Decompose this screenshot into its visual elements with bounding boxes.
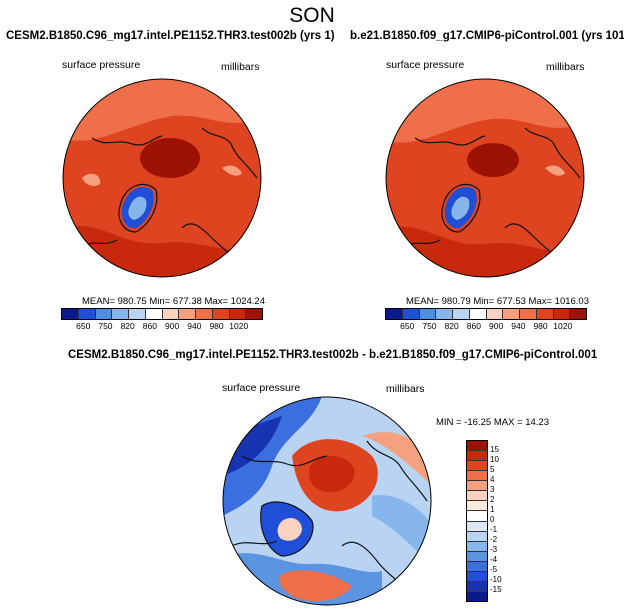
colorbar-swatch — [62, 309, 79, 319]
diff-panel-title: CESM2.B1850.C96_mg17.intel.PE1152.THR3.t… — [68, 349, 598, 361]
colorbar-tick-label: 1020 — [553, 321, 573, 331]
colorbar-tick-label: 940 — [187, 321, 202, 331]
diff-colorbar-swatch — [467, 521, 487, 532]
colorbar-tick-label: 980 — [533, 321, 548, 331]
colorbar-swatch — [78, 309, 96, 319]
colorbar-tick-label: 750 — [98, 321, 113, 331]
diff-polar-map — [222, 396, 432, 606]
diff-colorbar-swatch — [467, 531, 487, 542]
diff-colorbar-swatch — [467, 571, 487, 582]
diff-colorbar-swatch — [467, 591, 487, 601]
colorbar-swatch — [402, 309, 420, 319]
colorbar-tick-label: 860 — [466, 321, 481, 331]
colorbar-tick-label: 650 — [76, 321, 91, 331]
diff-colorbar-swatch — [467, 451, 487, 462]
diff-colorbar-tick-label: 0 — [490, 515, 495, 524]
colorbar-swatch — [129, 309, 146, 319]
colorbar-tick-label: 860 — [142, 321, 157, 331]
diff-colorbar-tick-label: -4 — [490, 555, 498, 564]
panel-2-polar-map — [385, 78, 585, 278]
colorbar-swatch — [229, 309, 247, 319]
diff-panel-units-label: millibars — [386, 383, 425, 395]
diff-colorbar-tick-label: -5 — [490, 565, 498, 574]
colorbar-swatch — [570, 309, 586, 319]
diff-colorbar-tick-label: 5 — [490, 465, 495, 474]
diff-colorbar-swatch — [467, 561, 487, 572]
diff-colorbar-tick-label: 2 — [490, 495, 495, 504]
diff-colorbar-swatch — [467, 501, 487, 512]
panel-2-colorbar — [385, 308, 587, 320]
colorbar-tick-label: 820 — [444, 321, 459, 331]
diff-colorbar-swatch — [467, 511, 487, 522]
colorbar-swatch — [386, 309, 403, 319]
diff-colorbar-tick-label: -1 — [490, 525, 498, 534]
colorbar-swatch — [469, 309, 487, 319]
colorbar-tick-label: 750 — [422, 321, 437, 331]
diff-colorbar-tick-label: 1 — [490, 505, 495, 514]
diff-colorbar-swatch — [467, 541, 487, 552]
colorbar-tick-label: 980 — [209, 321, 224, 331]
diff-colorbar-tick-label: -3 — [490, 545, 498, 554]
diff-colorbar-tick-label: -10 — [490, 575, 502, 584]
diff-panel-stats: MIN = -16.25 MAX = 14.23 — [436, 417, 550, 428]
panel-1-units-label: millibars — [221, 61, 260, 73]
diff-colorbar-swatch — [467, 471, 487, 482]
panel-1-stats: MEAN= 980.75 Min= 677.38 Max= 1024.24 — [82, 296, 265, 307]
diff-colorbar-swatch — [467, 491, 487, 502]
diff-colorbar-tick-label: 10 — [490, 455, 499, 464]
colorbar-tick-label: 940 — [511, 321, 526, 331]
diff-colorbar-swatch — [467, 441, 487, 452]
colorbar-swatch — [503, 309, 520, 319]
panel-1-variable-label: surface pressure — [62, 59, 141, 71]
panel-2-units-label: millibars — [546, 61, 585, 73]
colorbar-tick-label: 820 — [120, 321, 135, 331]
colorbar-swatch — [162, 309, 180, 319]
panel-2-title: b.e21.B1850.f09_g17.CMIP6-piControl.001 … — [350, 30, 624, 42]
colorbar-swatch — [145, 309, 163, 319]
diff-colorbar-swatch — [467, 461, 487, 472]
colorbar-swatch — [246, 309, 262, 319]
diff-colorbar-tick-label: 15 — [490, 445, 499, 454]
diff-positive-anomaly-south — [279, 570, 352, 602]
colorbar-tick-label: 900 — [165, 321, 180, 331]
diff-coastlines — [231, 440, 428, 593]
panel-1-colorbar — [61, 308, 263, 320]
colorbar-swatch — [520, 309, 537, 319]
colorbar-swatch — [486, 309, 504, 319]
panel-2-stats: MEAN= 980.79 Min= 677.53 Max= 1016.03 — [406, 296, 589, 307]
colorbar-swatch — [419, 309, 437, 319]
diff-colorbar-labels: 15 10 5 4 3 2 1 0 -1 -2 -3 -4 -5 -10 -15 — [490, 440, 530, 600]
diff-colorbar-tick-label: -15 — [490, 585, 502, 594]
panel-2-high-pressure-center — [467, 143, 519, 177]
panel-2-variable-label: surface pressure — [386, 59, 465, 71]
diff-colorbar-swatch — [467, 481, 487, 492]
colorbar-swatch — [196, 309, 213, 319]
colorbar-swatch — [553, 309, 571, 319]
panel-1-high-pressure-center — [140, 138, 200, 178]
colorbar-swatch — [536, 309, 554, 319]
panel-1-title: CESM2.B1850.C96_mg17.intel.PE1152.THR3.t… — [6, 30, 335, 42]
diff-colorbar-tick-label: 4 — [490, 475, 495, 484]
colorbar-swatch — [436, 309, 453, 319]
colorbar-swatch — [95, 309, 113, 319]
diff-colorbar — [466, 440, 488, 602]
panel-2-colorbar-labels: 650 750 820 860 900 940 980 1020 — [385, 321, 585, 333]
colorbar-tick-label: 900 — [489, 321, 504, 331]
colorbar-tick-label: 1020 — [229, 321, 249, 331]
season-title: SON — [289, 4, 335, 27]
diff-colorbar-swatch — [467, 551, 487, 562]
diff-panel-variable-label: surface pressure — [222, 382, 301, 394]
colorbar-swatch — [112, 309, 129, 319]
diff-colorbar-tick-label: -2 — [490, 535, 498, 544]
diff-colorbar-swatch — [467, 581, 487, 592]
diff-colorbar-tick-label: 3 — [490, 485, 495, 494]
colorbar-swatch — [212, 309, 230, 319]
panel-1-polar-map — [62, 78, 262, 278]
colorbar-swatch — [179, 309, 196, 319]
panel-1-coastlines — [81, 127, 258, 269]
colorbar-tick-label: 650 — [400, 321, 415, 331]
panel-1-colorbar-labels: 650 750 820 860 900 940 980 1020 — [61, 321, 261, 333]
colorbar-swatch — [453, 309, 470, 319]
